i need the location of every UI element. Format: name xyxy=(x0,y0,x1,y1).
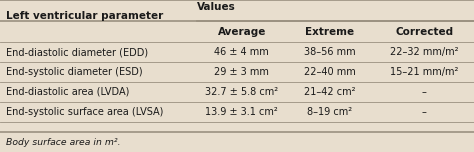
Text: 21–42 cm²: 21–42 cm² xyxy=(304,87,355,97)
Text: Left ventricular parameter: Left ventricular parameter xyxy=(6,11,163,21)
Text: Body surface area in m².: Body surface area in m². xyxy=(6,138,120,147)
Text: 15–21 mm/m²: 15–21 mm/m² xyxy=(390,67,458,77)
Text: –: – xyxy=(422,107,427,117)
Text: 13.9 ± 3.1 cm²: 13.9 ± 3.1 cm² xyxy=(205,107,278,117)
Text: End-diastolic area (LVDA): End-diastolic area (LVDA) xyxy=(6,87,129,97)
Text: Average: Average xyxy=(218,27,266,37)
Text: 29 ± 3 mm: 29 ± 3 mm xyxy=(214,67,269,77)
Text: 46 ± 4 mm: 46 ± 4 mm xyxy=(214,47,269,57)
Text: End-systolic diameter (ESD): End-systolic diameter (ESD) xyxy=(6,67,142,77)
Text: Extreme: Extreme xyxy=(305,27,354,37)
Text: 32.7 ± 5.8 cm²: 32.7 ± 5.8 cm² xyxy=(205,87,278,97)
Text: 22–40 mm: 22–40 mm xyxy=(303,67,356,77)
Text: –: – xyxy=(422,87,427,97)
Text: Corrected: Corrected xyxy=(395,27,453,37)
Text: End-diastolic diameter (EDD): End-diastolic diameter (EDD) xyxy=(6,47,148,57)
Text: 8–19 cm²: 8–19 cm² xyxy=(307,107,352,117)
Text: 22–32 mm/m²: 22–32 mm/m² xyxy=(390,47,458,57)
Text: End-systolic surface area (LVSA): End-systolic surface area (LVSA) xyxy=(6,107,163,117)
Text: Values: Values xyxy=(197,2,236,12)
Text: 38–56 mm: 38–56 mm xyxy=(304,47,355,57)
